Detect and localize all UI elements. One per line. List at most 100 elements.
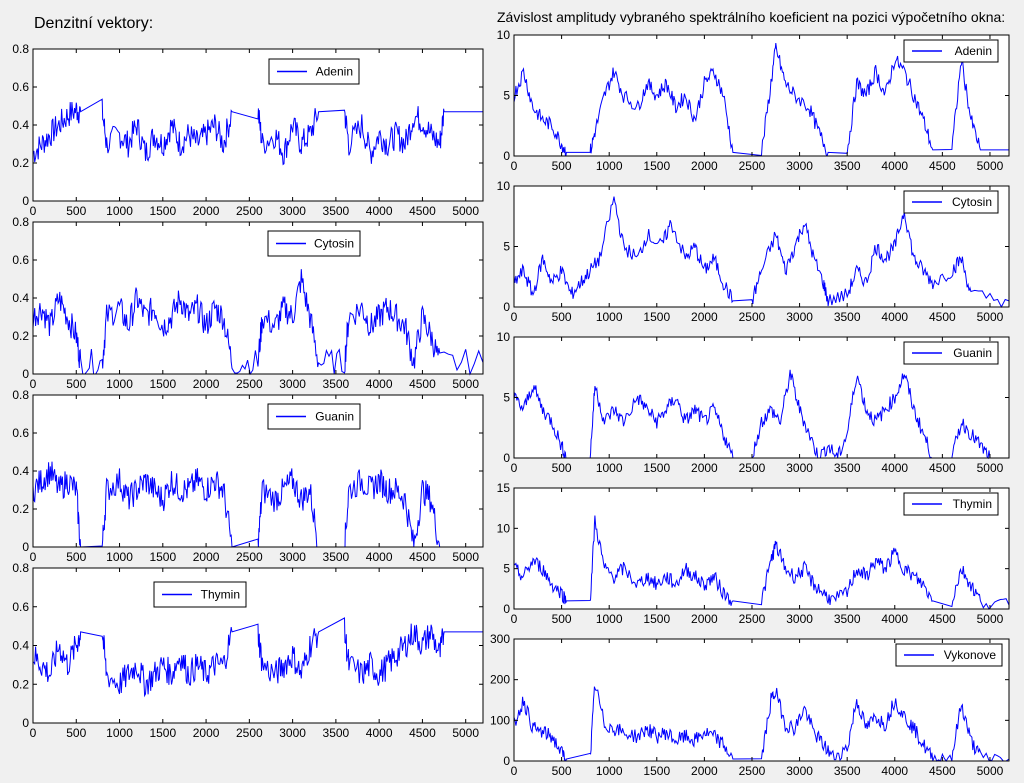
y-tick-label: 100	[490, 713, 510, 727]
x-tick-label: 1500	[643, 612, 670, 626]
x-tick-label: 2500	[739, 310, 766, 324]
x-tick-label: 1000	[596, 764, 623, 778]
y-tick-label: 0.8	[12, 388, 29, 402]
x-tick-label: 0	[30, 726, 37, 740]
x-tick-label: 0	[30, 204, 37, 218]
legend-label: Cytosin	[952, 195, 992, 209]
series-line	[32, 617, 483, 698]
y-tick-label: 10	[497, 179, 511, 193]
x-tick-label: 2500	[236, 204, 263, 218]
y-tick-label: 0.4	[12, 464, 29, 478]
y-tick-label: 10	[497, 28, 511, 42]
y-tick-label: 0.4	[12, 639, 29, 653]
x-tick-label: 4500	[929, 461, 956, 475]
legend-box	[895, 643, 1003, 667]
x-tick-label: 1500	[643, 461, 670, 475]
series-line	[513, 369, 1009, 460]
x-tick-label: 3000	[279, 377, 306, 391]
x-tick-label: 2000	[691, 764, 718, 778]
y-tick-label: 0.4	[12, 118, 29, 132]
y-tick-label: 0.2	[12, 677, 29, 691]
x-tick-label: 2000	[691, 461, 718, 475]
x-tick-label: 2500	[739, 461, 766, 475]
legend-box	[903, 341, 999, 365]
series-line	[32, 461, 483, 548]
x-tick-label: 1000	[106, 550, 133, 564]
x-tick-label: 4000	[366, 550, 393, 564]
chart-panel-adenin-right: 0 500 1000 1500 2000 2500 3000 3500 4000 4500 5000…	[497, 28, 1010, 173]
plot-area	[33, 395, 483, 547]
axes-frame	[513, 487, 1010, 610]
y-tick-label: 0	[503, 602, 510, 616]
y-tick-label: 0	[503, 300, 510, 314]
x-tick-label: 5000	[977, 159, 1004, 173]
x-tick-label: 3000	[279, 550, 306, 564]
chart-panel-cytosin-right: 0 500 1000 1500 2000 2500 3000 3500 4000 4500 5000…	[497, 179, 1010, 324]
y-tick-label: 0.6	[12, 600, 29, 614]
y-tick-label: 0	[22, 194, 29, 208]
series-line	[513, 196, 1010, 309]
legend: Adenin	[903, 39, 999, 63]
x-tick-label: 3000	[786, 612, 813, 626]
x-tick-label: 1500	[149, 204, 176, 218]
x-tick-label: 3000	[786, 461, 813, 475]
x-tick-label: 1000	[106, 204, 133, 218]
x-tick-label: 3500	[834, 764, 861, 778]
x-tick-label: 4500	[929, 612, 956, 626]
x-tick-label: 0	[30, 550, 37, 564]
series-line	[513, 515, 1010, 610]
x-tick-label: 1500	[643, 764, 670, 778]
x-tick-label: 3000	[279, 726, 306, 740]
right-heading: Závislost amplitudy vybraného spektrální…	[497, 9, 1005, 25]
legend: Guanin	[267, 403, 361, 430]
legend-label: Guanin	[315, 410, 354, 424]
x-tick-label: 3500	[323, 550, 350, 564]
x-tick-label: 3500	[323, 726, 350, 740]
x-tick-label: 5000	[452, 726, 479, 740]
x-tick-label: 4500	[409, 550, 436, 564]
x-tick-label: 500	[66, 726, 86, 740]
x-tick-label: 4500	[929, 764, 956, 778]
x-tick-label: 3000	[279, 204, 306, 218]
x-tick-label: 0	[511, 310, 518, 324]
legend-box	[903, 39, 999, 63]
x-tick-label: 0	[511, 461, 518, 475]
y-tick-label: 0.2	[12, 156, 29, 170]
y-tick-label: 0	[22, 716, 29, 730]
x-tick-label: 3500	[834, 159, 861, 173]
x-tick-label: 1000	[106, 377, 133, 391]
chart-panel-thymin-right: 0 500 1000 1500 2000 2500 3000 3500 4000 4500 5000…	[497, 481, 1010, 626]
x-tick-label: 1000	[596, 310, 623, 324]
x-tick-label: 500	[552, 310, 572, 324]
x-tick-label: 5000	[977, 764, 1004, 778]
legend-box	[903, 190, 999, 214]
y-tick-label: 0.2	[12, 329, 29, 343]
x-tick-label: 1000	[596, 159, 623, 173]
y-tick-label: 0.8	[12, 42, 29, 56]
series-line	[32, 269, 484, 376]
x-tick-label: 3500	[834, 612, 861, 626]
x-tick-label: 2000	[193, 550, 220, 564]
x-tick-label: 500	[552, 612, 572, 626]
x-tick-label: 3500	[323, 204, 350, 218]
x-tick-label: 4000	[881, 612, 908, 626]
y-tick-label: 0.6	[12, 80, 29, 94]
series-line	[32, 98, 483, 166]
x-tick-label: 2500	[236, 726, 263, 740]
plot-area	[33, 49, 483, 201]
x-tick-label: 3500	[834, 461, 861, 475]
y-tick-label: 0	[22, 367, 29, 381]
y-tick-label: 5	[503, 240, 510, 254]
y-tick-label: 0.6	[12, 426, 29, 440]
legend-label: Vykonove	[944, 648, 997, 662]
chart-panel-guanin-right: 0 500 1000 1500 2000 2500 3000 3500 4000 4500 5000…	[497, 330, 1010, 475]
x-tick-label: 0	[511, 764, 518, 778]
x-tick-label: 4000	[366, 204, 393, 218]
y-tick-label: 15	[497, 481, 511, 495]
y-tick-label: 5	[503, 89, 510, 103]
chart-panel-vykonove-right: 0 500 1000 1500 2000 2500 3000 3500 4000 4500 5000…	[490, 632, 1010, 778]
x-tick-label: 2000	[193, 377, 220, 391]
x-tick-label: 4500	[409, 377, 436, 391]
x-tick-label: 4500	[409, 726, 436, 740]
